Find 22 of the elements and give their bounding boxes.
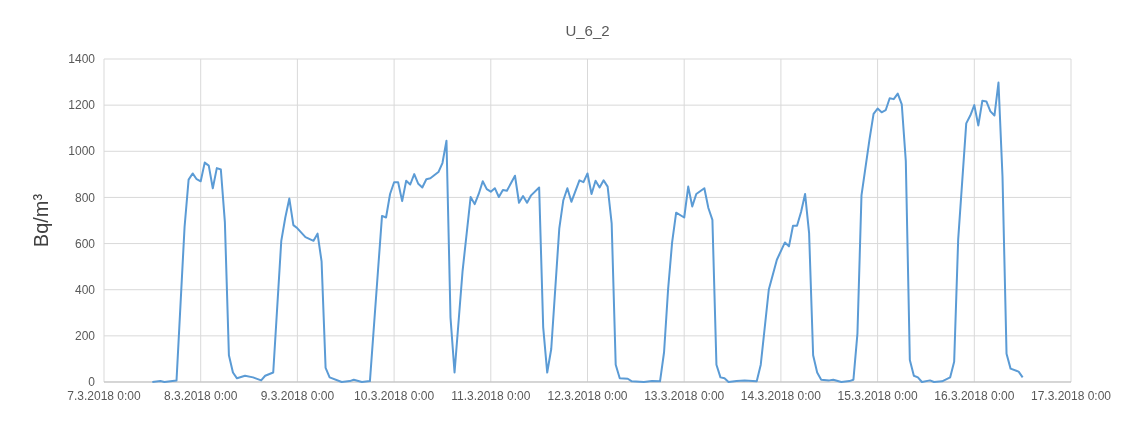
x-tick-label: 17.3.2018 0:00: [1030, 389, 1112, 403]
x-tick-label: 8.3.2018 0:00: [164, 389, 238, 403]
line-series: [151, 81, 1024, 383]
x-tick-label: 12.3.2018 0:00: [547, 389, 628, 403]
y-axis-title: Bq/m³: [30, 193, 52, 248]
chart-title: U_6_2: [565, 22, 610, 39]
x-tick-label: 14.3.2018 0:00: [740, 389, 822, 403]
y-tick-label: 1000: [68, 144, 96, 159]
y-tick-label: 600: [74, 236, 96, 251]
x-tick-label: 13.3.2018 0:00: [644, 389, 725, 403]
y-tick-label: 1200: [68, 98, 96, 113]
x-tick-label: 7.3.2018 0:00: [67, 389, 142, 403]
y-tick-label: 800: [74, 190, 96, 205]
x-tick-label: 11.3.2018 0:00: [451, 389, 531, 403]
y-tick-label: 200: [74, 329, 96, 344]
y-tick-label: 400: [74, 282, 96, 297]
x-tick-label: 15.3.2018 0:00: [837, 389, 918, 403]
y-tick-label: 0: [88, 375, 96, 390]
y-tick-label: 1400: [68, 52, 96, 67]
x-tick-label: 16.3.2018 0:00: [934, 389, 1015, 403]
x-tick-label: 9.3.2018 0:00: [260, 389, 335, 403]
x-tick-label: 10.3.2018 0:00: [354, 389, 435, 403]
